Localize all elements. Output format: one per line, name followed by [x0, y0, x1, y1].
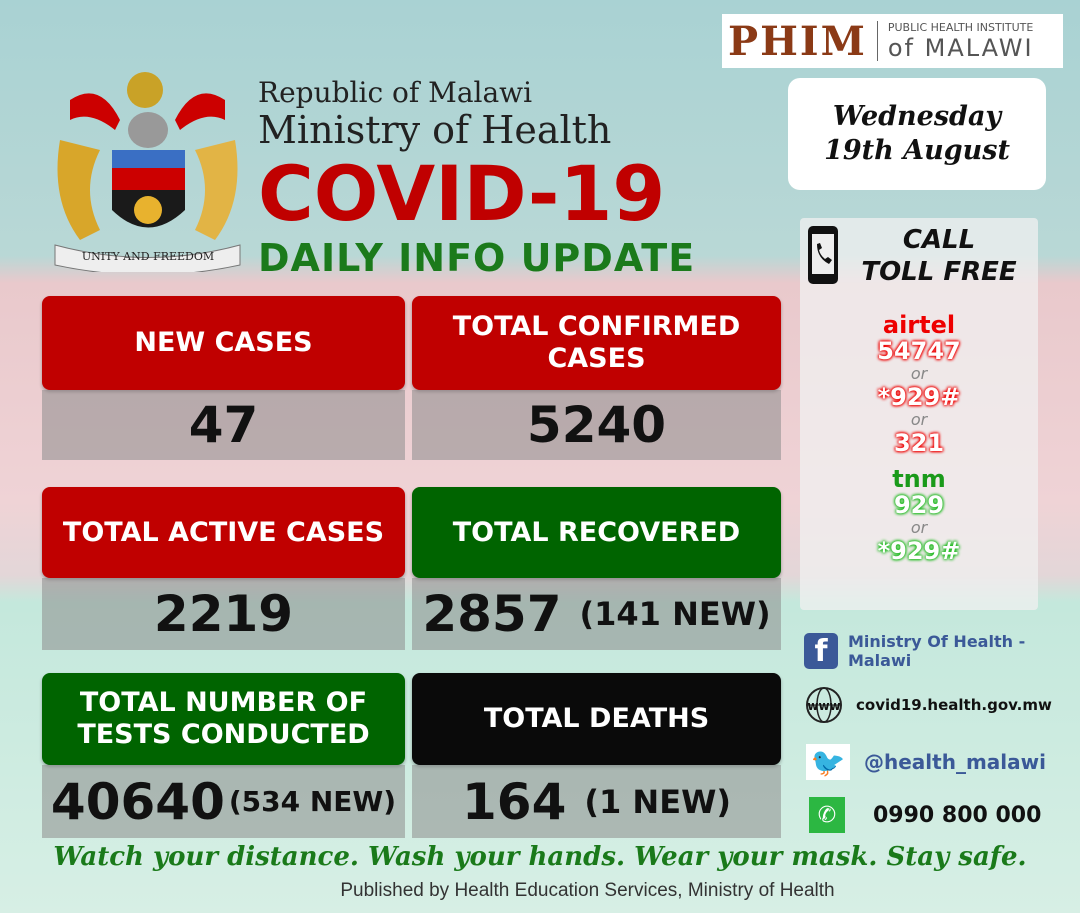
total-confirmed-header: TOTAL CONFIRMED CASES [412, 296, 781, 390]
deaths-header: TOTAL DEATHS [412, 673, 781, 765]
recovered-value: 2857 (141 NEW) [412, 578, 781, 650]
phim-brand: PHIM [728, 17, 867, 65]
facebook-label: Ministry Of Health - Malawi [847, 632, 1026, 670]
phim-line1: PUBLIC HEALTH INSTITUTE [887, 20, 1034, 34]
tests-value: 40640 (534 NEW) [42, 765, 405, 838]
date-box: Wednesday 19th August [788, 78, 1046, 190]
phone-icon [808, 226, 838, 284]
airtel-label: airtel [882, 311, 956, 339]
call-title: CALL [902, 225, 976, 255]
or-label: or [910, 410, 928, 429]
date-date: 19th August [824, 135, 1010, 166]
facebook-link[interactable]: f Ministry Of Health - Malawi [804, 632, 1080, 670]
active-cases-header: TOTAL ACTIVE CASES [42, 487, 405, 578]
date-day: Wednesday [832, 101, 1002, 132]
deaths-value: 164 (1 NEW) [412, 765, 781, 838]
globe-www-icon: www [806, 687, 842, 723]
footer-published: Published by Health Education Services, … [340, 880, 835, 901]
page-subtitle: DAILY INFO UPDATE [258, 236, 696, 280]
airtel-short-number[interactable]: 321 [893, 429, 945, 457]
value: 40640 [50, 772, 225, 831]
value: 47 [188, 396, 259, 454]
website-link[interactable]: www covid19.health.gov.mw [802, 685, 1052, 725]
twitter-bird-icon: 🐦 [806, 744, 850, 780]
tnm-label: tnm [892, 465, 946, 493]
coat-of-arms-icon: UNITY AND FREEDOM [54, 72, 241, 272]
footer-slogan: Watch your distance. Wash your hands. We… [53, 842, 1027, 872]
value: 5240 [526, 396, 667, 454]
whatsapp-label: 0990 800 000 [873, 802, 1042, 828]
new-cases-value: 47 [42, 390, 405, 460]
call-panel: CALL TOLL FREE airtel 54747 or *929# or … [800, 218, 1038, 610]
recovered-header: TOTAL RECOVERED [412, 487, 781, 578]
value: 2219 [153, 585, 294, 643]
airtel-ussd[interactable]: *929# [877, 383, 961, 411]
value-new: (1 NEW) [584, 782, 731, 821]
twitter-label: @health_malawi [864, 750, 1046, 774]
tests-header: TOTAL NUMBER OF TESTS CONDUCTED [42, 673, 405, 765]
republic-label: Republic of Malawi [258, 76, 533, 109]
active-cases-value: 2219 [42, 578, 405, 650]
tnm-number[interactable]: 929 [893, 491, 945, 519]
facebook-icon: f [804, 633, 838, 669]
whatsapp-icon: ✆ [809, 797, 845, 833]
airtel-number[interactable]: 54747 [877, 337, 961, 365]
new-cases-header: NEW CASES [42, 296, 405, 390]
whatsapp-link[interactable]: ✆ 0990 800 000 [809, 797, 1041, 833]
tnm-ussd[interactable]: *929# [877, 537, 961, 565]
value: 2857 [422, 585, 562, 643]
ministry-label: Ministry of Health [258, 108, 612, 152]
value-new: (534 NEW) [228, 785, 397, 818]
total-confirmed-value: 5240 [412, 390, 781, 460]
motto: UNITY AND FREEDOM [82, 250, 214, 263]
or-label: or [910, 518, 928, 537]
value-new: (141 NEW) [579, 595, 771, 633]
svg-text:www: www [807, 699, 840, 713]
page-title: COVID-19 [258, 149, 666, 238]
phim-logo: PHIM PUBLIC HEALTH INSTITUTE of MALAWI [722, 14, 1063, 68]
website-label: covid19.health.gov.mw [856, 696, 1052, 714]
phim-line2: of MALAWI [887, 33, 1034, 62]
value: 164 [462, 772, 567, 831]
call-subtitle: TOLL FREE [861, 257, 1017, 287]
or-label: or [910, 364, 928, 383]
twitter-link[interactable]: 🐦 @health_malawi [806, 744, 1046, 780]
